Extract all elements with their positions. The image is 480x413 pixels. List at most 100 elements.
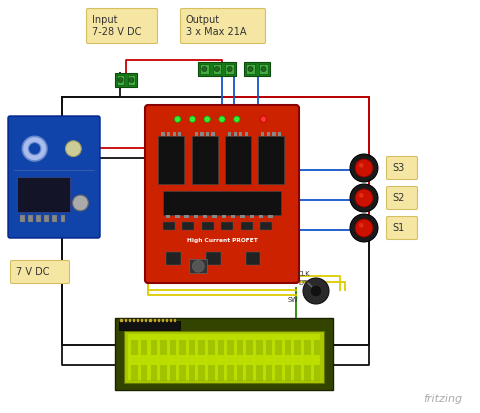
Bar: [167, 132, 170, 135]
Bar: [141, 319, 144, 322]
Bar: [194, 132, 198, 135]
Text: 7 V DC: 7 V DC: [16, 267, 49, 277]
Bar: [175, 215, 180, 218]
Bar: [259, 64, 268, 74]
Bar: [222, 215, 226, 218]
Bar: [208, 339, 215, 356]
Bar: [313, 365, 320, 381]
Bar: [151, 339, 157, 356]
Bar: [246, 365, 253, 381]
Bar: [275, 339, 282, 356]
Circle shape: [189, 116, 196, 122]
Text: S3: S3: [392, 163, 404, 173]
Circle shape: [359, 163, 363, 168]
Circle shape: [261, 66, 266, 71]
Circle shape: [129, 78, 134, 83]
Circle shape: [355, 159, 373, 177]
Bar: [285, 365, 291, 381]
Bar: [261, 221, 272, 230]
Bar: [241, 221, 253, 230]
Bar: [141, 339, 147, 356]
Text: fritzing: fritzing: [423, 394, 462, 404]
Bar: [239, 132, 242, 135]
Bar: [158, 319, 160, 322]
Circle shape: [174, 116, 181, 122]
Bar: [294, 365, 301, 381]
Bar: [158, 135, 184, 184]
Bar: [60, 215, 65, 223]
Bar: [166, 215, 170, 218]
Circle shape: [65, 141, 81, 157]
Bar: [285, 339, 291, 356]
Text: DT: DT: [298, 280, 307, 286]
Bar: [246, 64, 255, 74]
Circle shape: [22, 136, 47, 161]
Bar: [194, 215, 198, 218]
FancyBboxPatch shape: [386, 216, 418, 240]
Bar: [261, 132, 264, 135]
Bar: [128, 334, 320, 380]
Bar: [174, 319, 177, 322]
Bar: [129, 319, 131, 322]
Bar: [237, 365, 243, 381]
Bar: [278, 132, 281, 135]
Bar: [120, 319, 122, 322]
Bar: [62, 97, 369, 345]
Bar: [294, 339, 301, 356]
Bar: [120, 321, 180, 330]
Bar: [227, 365, 234, 381]
Bar: [128, 75, 135, 85]
Bar: [160, 339, 167, 356]
Bar: [202, 221, 214, 230]
Bar: [151, 365, 157, 381]
FancyBboxPatch shape: [86, 9, 157, 43]
Bar: [163, 190, 281, 215]
Bar: [213, 64, 221, 74]
Bar: [178, 132, 181, 135]
Bar: [265, 339, 272, 356]
Bar: [245, 132, 248, 135]
Bar: [273, 132, 276, 135]
Circle shape: [118, 78, 123, 83]
Bar: [145, 319, 147, 322]
Bar: [228, 132, 231, 135]
Bar: [256, 365, 263, 381]
Bar: [44, 215, 49, 223]
Bar: [166, 319, 168, 322]
Bar: [170, 319, 172, 322]
Bar: [246, 252, 261, 264]
Circle shape: [234, 116, 240, 122]
FancyBboxPatch shape: [8, 116, 100, 238]
Text: Input
7-28 V DC: Input 7-28 V DC: [92, 15, 142, 37]
Bar: [170, 339, 176, 356]
Circle shape: [310, 285, 322, 297]
Bar: [180, 339, 186, 356]
Bar: [115, 73, 137, 87]
Bar: [240, 215, 245, 218]
Circle shape: [359, 193, 363, 197]
Bar: [199, 339, 205, 356]
Bar: [275, 365, 282, 381]
Bar: [20, 215, 24, 223]
Text: S2: S2: [392, 193, 404, 203]
Circle shape: [350, 214, 378, 242]
Circle shape: [355, 219, 373, 237]
Bar: [208, 365, 215, 381]
Bar: [17, 177, 70, 212]
Circle shape: [204, 116, 210, 122]
Circle shape: [350, 184, 378, 212]
Bar: [258, 135, 284, 184]
Bar: [180, 365, 186, 381]
Bar: [173, 132, 176, 135]
Circle shape: [215, 66, 219, 71]
Bar: [117, 75, 124, 85]
FancyBboxPatch shape: [11, 261, 70, 283]
FancyBboxPatch shape: [386, 187, 418, 209]
Bar: [231, 215, 236, 218]
Bar: [250, 215, 254, 218]
Circle shape: [192, 260, 204, 272]
FancyBboxPatch shape: [145, 105, 299, 283]
Bar: [227, 339, 234, 356]
Bar: [225, 64, 234, 74]
Bar: [203, 215, 207, 218]
